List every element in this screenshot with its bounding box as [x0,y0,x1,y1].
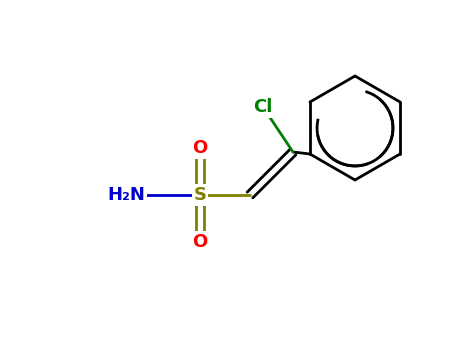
Text: O: O [192,233,207,251]
Text: H₂N: H₂N [107,186,145,204]
Text: Cl: Cl [253,98,273,116]
Text: O: O [192,139,207,157]
Text: S: S [193,186,207,204]
